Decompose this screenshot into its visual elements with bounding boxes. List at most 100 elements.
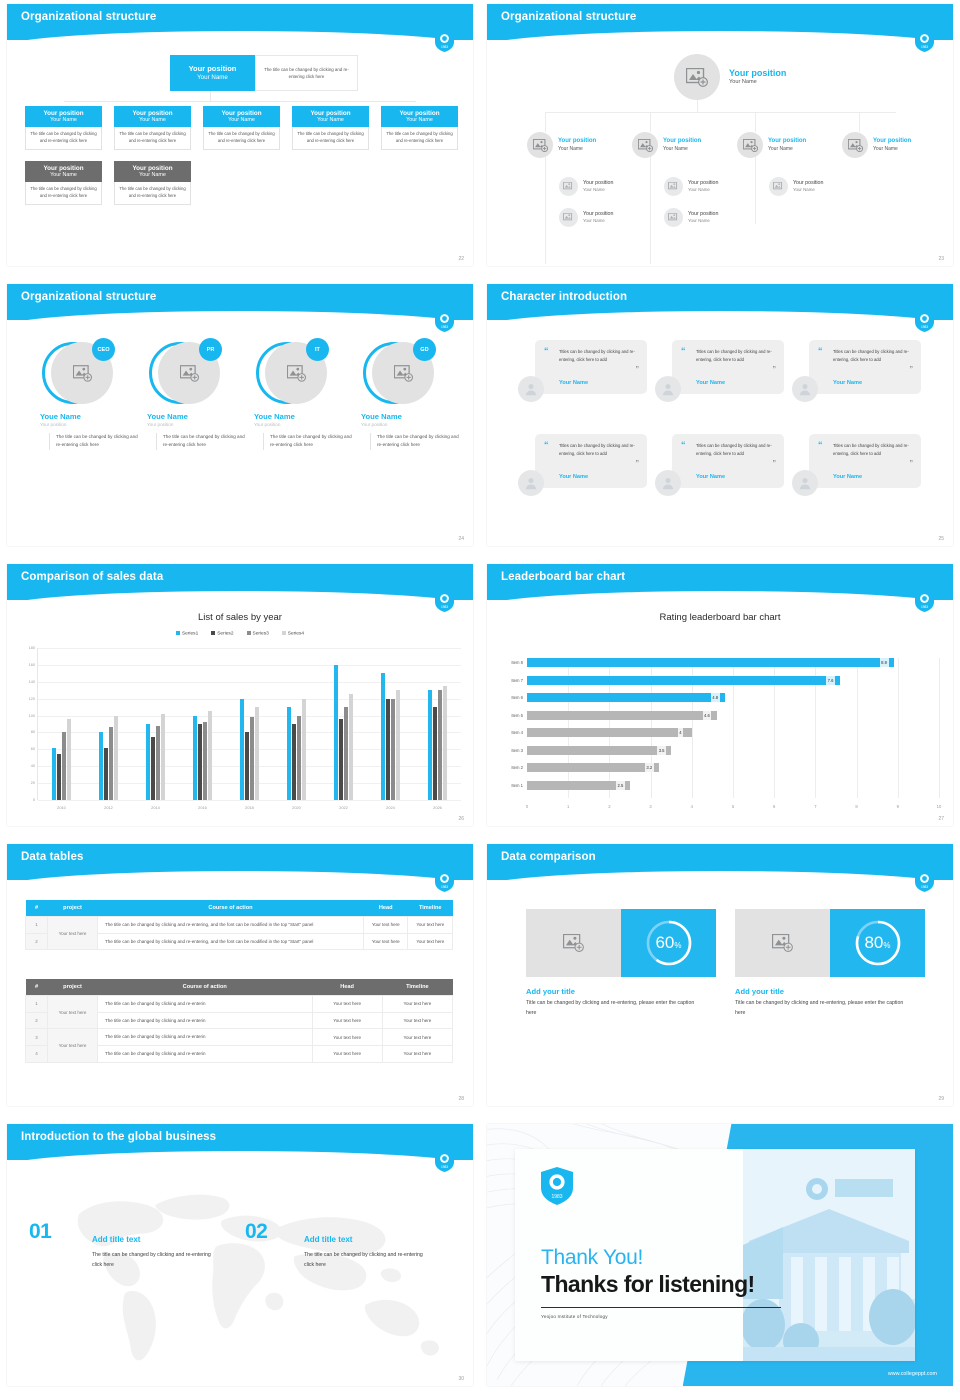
page-title: Leaderboard bar chart	[501, 571, 626, 583]
table-row[interactable]: 4 The title can be changed by clicking a…	[25, 1044, 454, 1063]
org-box-7-head: Your position Your Name	[114, 161, 191, 183]
quote-card-6[interactable]: “ ” Titles can be changed by clicking an…	[792, 434, 921, 496]
quote-card-5[interactable]: “ ” Titles can be changed by clicking an…	[655, 434, 784, 496]
org-node-l2-3[interactable]: Your position Your Name	[737, 132, 806, 158]
org-box-5[interactable]: Your position Your Name The title can be…	[381, 106, 458, 151]
slide-26[interactable]: Comparison of sales data 1983 List of sa…	[0, 560, 480, 840]
shield-logo-icon: 1983	[435, 1150, 454, 1172]
org-node-l2-1[interactable]: Your position Your Name	[527, 132, 596, 158]
quote-text: Titles can be changed by clicking and re…	[559, 443, 635, 456]
bar	[197, 724, 202, 800]
bar	[250, 717, 255, 800]
quote-card-3[interactable]: “ ” Titles can be changed by clicking an…	[792, 340, 921, 402]
bar	[527, 780, 630, 790]
profile-name: Youe Name	[361, 412, 402, 421]
y-axis-tick: Item 3	[511, 747, 523, 753]
bar-group: 2018	[226, 648, 273, 810]
slide-23[interactable]: Organizational structure 1983 Your posit…	[480, 0, 960, 280]
slide-28[interactable]: Data tables 1983 # project Course of act…	[0, 840, 480, 1120]
shield-logo-icon: 1983	[435, 30, 454, 52]
svg-text:1983: 1983	[441, 885, 448, 889]
bar	[56, 753, 61, 800]
slide-29[interactable]: Data comparison 1983 60%	[480, 840, 960, 1120]
org-root-node[interactable]: Your position Your Name	[674, 54, 786, 100]
slide-31[interactable]: 1983 Thank You! Thanks for listening! Ye…	[480, 1120, 960, 1400]
org-box-1[interactable]: Your position Your Name The title can be…	[25, 106, 102, 151]
bar	[109, 727, 114, 800]
node-position: Your position	[583, 211, 614, 218]
org-box-4[interactable]: Your position Your Name The title can be…	[292, 106, 369, 151]
campus-photo	[743, 1149, 915, 1361]
page-number: 22	[458, 256, 464, 262]
data-table-2[interactable]: # project Course of action Head Timeline…	[25, 979, 454, 1063]
org-box-2[interactable]: Your position Your Name The title can be…	[114, 106, 191, 151]
bar-value-label: 3.2	[644, 763, 654, 772]
slide-header	[7, 284, 473, 331]
slide-22[interactable]: Organizational structure 1983 Your posit…	[0, 0, 480, 280]
slide-25[interactable]: Character introduction 1983 “ ” Titles c…	[480, 280, 960, 560]
quote-card-1[interactable]: “ ” Titles can be changed by clicking an…	[518, 340, 647, 402]
quote-card-2[interactable]: “ ” Titles can be changed by clicking an…	[655, 340, 784, 402]
bar	[438, 690, 443, 800]
bar-value-label: 2.5	[616, 780, 625, 790]
gridline	[691, 658, 693, 798]
table-row[interactable]: 3 Your text here The title can be change…	[25, 1028, 454, 1063]
org-node-l3-5[interactable]: Your position Your Name	[769, 177, 823, 196]
org-node-l3-3[interactable]: Your position Your Name	[664, 177, 718, 196]
item-number-1: 01	[29, 1220, 52, 1243]
th-head: Head	[312, 979, 383, 996]
quote-text: Titles can be changed by clicking and re…	[833, 443, 909, 456]
shield-logo-icon: 1983	[541, 1167, 573, 1205]
table-row[interactable]: 2 The title can be changed by clicking a…	[25, 932, 453, 951]
bar-group: 2010	[38, 648, 85, 810]
comparison-card-1[interactable]: 60%	[526, 909, 716, 977]
bar	[427, 690, 432, 800]
node-position: Your position	[768, 137, 807, 144]
data-table-1[interactable]: # project Course of action Head Timeline…	[25, 900, 453, 951]
image-placeholder[interactable]	[735, 909, 830, 977]
org-box-6[interactable]: Your position Your Name The title can be…	[25, 161, 102, 206]
image-placeholder[interactable]	[526, 909, 621, 977]
x-axis-tick: 2026	[433, 805, 442, 810]
bar	[344, 707, 349, 800]
node-position: Your position	[793, 180, 824, 187]
org-box-4-name: Your Name	[317, 117, 344, 124]
slide-30[interactable]: Introduction to the global business 1983	[0, 1120, 480, 1400]
org-node-l2-4[interactable]: Your position Your Name	[842, 132, 911, 158]
slide-27[interactable]: Leaderboard bar chart 1983 Rating leader…	[480, 560, 960, 840]
slide-24[interactable]: Organizational structure 1983 CEO Youe N…	[0, 280, 480, 560]
quote-card-4[interactable]: “ ” Titles can be changed by clicking an…	[518, 434, 647, 496]
org-root-note[interactable]: The title can be changed by clicking and…	[255, 55, 358, 91]
bar-row: Item 3 3.5	[511, 745, 939, 755]
page-number: 28	[458, 1096, 464, 1102]
org-node-l3-4[interactable]: Your position Your Name	[664, 208, 718, 227]
gridline	[897, 658, 899, 798]
org-box-6-desc: The title can be changed by clicking and…	[25, 182, 102, 206]
cell-head: Your text here	[311, 995, 383, 1013]
bar-group: 2020	[273, 648, 320, 810]
bar	[208, 711, 213, 800]
comparison-card-2[interactable]: 80%	[735, 909, 925, 977]
org-box-6-name: Your Name	[50, 172, 77, 179]
org-node-l2-2[interactable]: Your position Your Name	[632, 132, 701, 158]
org-box-3[interactable]: Your position Your Name The title can be…	[203, 106, 280, 151]
org-node-l3-1[interactable]: Your position Your Name	[559, 177, 613, 196]
bar	[51, 747, 56, 800]
org-root-box[interactable]: Your position Your Name	[170, 55, 255, 91]
cell-num: 3	[25, 1028, 48, 1046]
org-box-1-position: Your position	[43, 110, 84, 117]
table-row[interactable]: 1 Your text here The title can be change…	[25, 994, 454, 1030]
x-axis-tick: 2020	[292, 805, 301, 810]
table-row[interactable]: 1 Your text here The title can be change…	[25, 915, 453, 951]
slide-canvas: Introduction to the global business 1983	[7, 1124, 473, 1386]
logo-year: 1983	[551, 1194, 562, 1200]
th-course: Course of action	[97, 900, 364, 917]
tree-line-branch-2	[650, 154, 651, 264]
cell-head: Your text here	[311, 1028, 383, 1046]
gridline	[856, 658, 858, 798]
cell-num: 4	[25, 1044, 48, 1063]
org-node-l3-2[interactable]: Your position Your Name	[559, 208, 613, 227]
bar	[286, 707, 291, 800]
org-box-7[interactable]: Your position Your Name The title can be…	[114, 161, 191, 206]
root-position: Your position	[729, 67, 787, 78]
